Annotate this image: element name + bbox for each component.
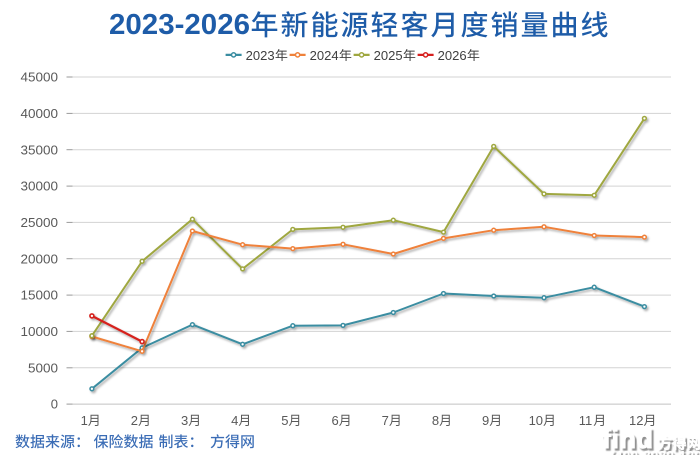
svg-text:1: 1 <box>81 413 88 428</box>
svg-text:25000: 25000 <box>21 215 59 230</box>
svg-text:find: find <box>602 424 653 454</box>
svg-text:(400-8989-129: (400-8989-129 <box>610 449 700 455</box>
svg-text:40000: 40000 <box>21 106 59 121</box>
svg-text:15000: 15000 <box>21 288 59 303</box>
svg-text:20000: 20000 <box>21 251 59 266</box>
svg-text:0: 0 <box>51 397 58 412</box>
svg-text:2026: 2026 <box>438 48 467 63</box>
svg-text:2: 2 <box>131 413 138 428</box>
svg-text:5: 5 <box>281 413 288 428</box>
svg-text:35000: 35000 <box>21 142 59 157</box>
svg-text:4: 4 <box>231 413 238 428</box>
svg-text:6: 6 <box>331 413 338 428</box>
svg-text:45000: 45000 <box>21 70 59 85</box>
svg-text:3: 3 <box>181 413 188 428</box>
svg-text:11: 11 <box>579 413 593 428</box>
svg-text:10000: 10000 <box>21 324 59 339</box>
svg-text:2025: 2025 <box>374 48 403 63</box>
svg-text:8: 8 <box>432 413 439 428</box>
svg-text:2023-2026: 2023-2026 <box>109 9 250 41</box>
svg-text:12: 12 <box>629 413 643 428</box>
svg-text:2024: 2024 <box>310 48 339 63</box>
svg-text:2023: 2023 <box>246 48 275 63</box>
svg-text:7: 7 <box>382 413 389 428</box>
svg-text:10: 10 <box>529 413 543 428</box>
svg-text:30000: 30000 <box>21 179 59 194</box>
svg-text:5000: 5000 <box>28 360 58 375</box>
svg-text:9: 9 <box>482 413 489 428</box>
